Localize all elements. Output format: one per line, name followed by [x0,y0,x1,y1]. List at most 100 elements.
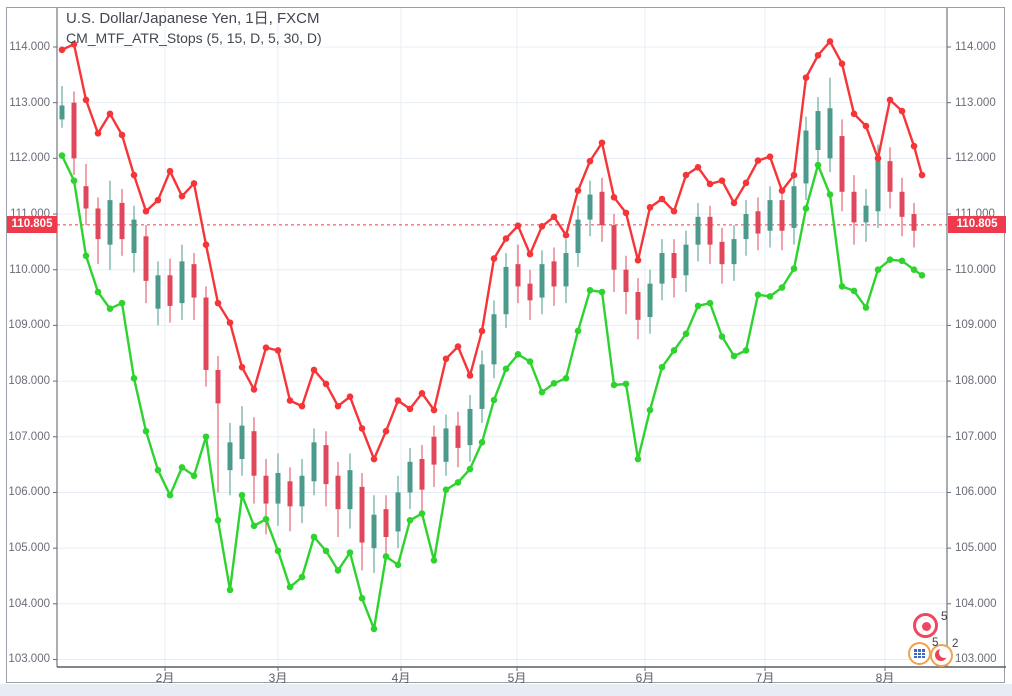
ATR_upper_stop-marker [658,195,666,203]
ATR_lower_stop-marker [82,252,90,260]
ATR_lower_stop-marker [310,533,318,541]
ATR_upper_stop-marker [466,372,474,379]
ATR_upper_stop-marker [190,180,198,187]
price-tick-label[interactable]: 103.000 [8,653,50,666]
price-tick-label[interactable]: 105.000 [8,542,50,555]
candle-body [167,275,173,306]
current-price-badge-right: 110.805 [948,216,1006,234]
ATR_upper_stop-marker [562,231,570,239]
price-tick-label[interactable]: 113.000 [9,96,50,109]
ATR_lower_stop-marker [586,287,594,294]
month-tick-label[interactable]: 6月 [635,671,655,685]
candle-body [371,514,377,549]
candle-body [347,470,353,510]
ATR_upper_stop-marker [850,110,858,118]
candle-body [839,136,845,192]
price-tick-label[interactable]: 114.000 [955,41,996,53]
price-tick-label[interactable]: 103.000 [955,653,997,666]
candle-body [359,486,365,543]
price-tick-label[interactable]: 109.000 [955,319,997,332]
candle-body [707,216,713,245]
price-tick-label[interactable]: 112.000 [9,152,50,165]
price-tick-label[interactable]: 106.000 [955,486,997,499]
ATR_upper_stop-marker [382,427,390,435]
ATR_lower_stop-marker [598,288,606,296]
ATR_upper_stop-marker [286,397,294,404]
ATR_lower_stop-marker [322,547,330,555]
ATR_lower_stop-marker [742,347,750,354]
candle-body [323,445,329,485]
ATR_upper_stop-marker [370,455,378,463]
ATR_lower_stop-marker [106,305,114,312]
candle-body [107,200,113,245]
month-tick-label[interactable]: 2月 [155,671,175,685]
ATR_lower_stop-marker [238,491,246,499]
candle-body [431,436,437,465]
candle-body [587,194,593,220]
price-tick-label[interactable]: 107.000 [8,430,50,443]
candle-body [479,364,485,409]
ATR_lower_stop-marker [250,522,258,530]
flag-marker-icon[interactable] [908,642,931,665]
candle-body [227,442,233,471]
crescent-marker-icon[interactable] [930,644,953,667]
candle-body [875,158,881,212]
month-tick-label[interactable]: 5月 [507,671,527,685]
ATR_lower_stop-marker [178,464,186,471]
candle-body [239,425,245,460]
marker-count-mid: 5 [932,637,939,649]
ATR_lower_stop-marker [382,553,390,560]
candle-body [395,492,401,532]
ATR_lower_stop-marker [142,427,150,435]
ATR_upper_stop-marker [106,110,114,118]
month-tick-label[interactable]: 4月 [391,671,411,685]
crescent-glyph-icon [935,647,950,661]
candle-body [191,264,197,298]
ATR_upper_stop-marker [790,171,798,179]
price-tick-label[interactable]: 114.000 [9,41,50,53]
candle-body [179,261,185,304]
ATR_upper_stop-marker [610,194,618,201]
price-tick-label[interactable]: 105.000 [955,542,997,555]
candle-body [731,239,737,265]
ATR_upper_stop-marker [718,177,726,184]
ATR_lower_stop-marker [658,363,666,371]
price-tick-label[interactable]: 110.000 [955,263,996,276]
ATR_lower_stop-marker [610,381,618,389]
ATR_upper_stop-marker [622,209,630,217]
ATR_upper_stop-marker [550,213,558,221]
ATR_lower_stop-marker [918,271,926,279]
symbol-title[interactable]: U.S. Dollar/Japanese Yen, 1日, FXCM [66,10,320,27]
candle-body [671,253,677,279]
ATR_lower_stop-marker [526,358,534,365]
price-tick-label[interactable]: 104.000 [955,597,997,610]
price-tick-label[interactable]: 113.000 [955,96,996,109]
candle-body [83,186,89,209]
price-tick-label[interactable]: 110.000 [9,263,50,276]
ATR_upper_stop-marker [166,167,174,175]
ATR_lower_stop-marker [694,302,702,310]
ATR_upper_stop-marker [214,299,222,307]
idea-marker-icon[interactable] [913,613,938,638]
indicator-title[interactable]: CM_MTF_ATR_Stops (5, 15, D, 5, 30, D) [66,30,322,46]
month-tick-label[interactable]: 3月 [268,671,288,685]
price-tick-label[interactable]: 104.000 [8,597,50,610]
candle-body [695,216,701,245]
ATR_upper_stop-marker [814,52,822,59]
ATR_upper_stop-marker [918,171,926,179]
price-tick-label[interactable]: 106.000 [8,486,50,499]
price-tick-label[interactable]: 112.000 [955,152,996,165]
candle-body [647,283,653,318]
price-tick-label[interactable]: 108.000 [955,375,997,388]
month-tick-label[interactable]: 8月 [875,671,895,685]
candle-body [155,275,161,309]
price-tick-label[interactable]: 109.000 [8,319,50,332]
month-tick-label[interactable]: 7月 [755,671,775,685]
ATR_upper_stop-marker [766,153,774,160]
price-tick-label[interactable]: 107.000 [955,430,997,443]
price-tick-label[interactable]: 108.000 [8,375,50,388]
candle-body [863,205,869,223]
ATR_upper_stop-marker [754,157,762,164]
ATR_upper_stop-marker [538,222,546,230]
